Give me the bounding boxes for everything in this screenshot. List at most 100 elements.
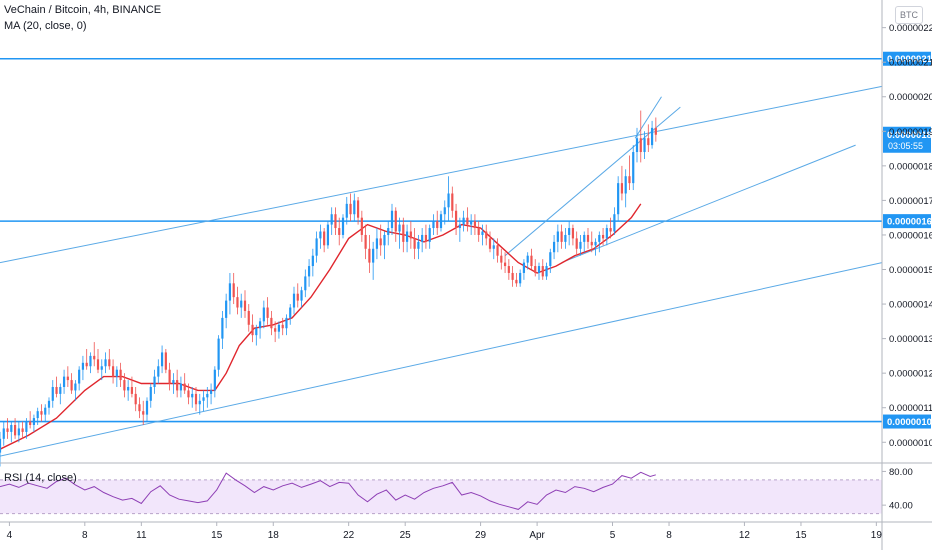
candle-body [443,207,446,215]
time-tick-label[interactable]: 19 [871,530,883,541]
candle [405,224,409,253]
candle-body [556,231,559,242]
candle [598,231,601,253]
time-tick-label[interactable]: 12 [739,530,751,541]
level-price-label[interactable]: 0.00000106 [887,417,932,428]
trend-line[interactable] [0,262,883,457]
trend-line[interactable] [504,106,681,257]
candle-body [10,424,13,432]
price-tick-label[interactable]: 0.00000220 [889,23,932,34]
ma-legend[interactable]: MA (20, close, 0) [4,20,87,32]
candle-body [21,428,24,432]
rsi-tick-label[interactable]: 40.00 [889,501,913,512]
candle-body [93,355,96,360]
time-tick-label[interactable]: 8 [666,530,672,541]
level-price-label[interactable]: 0.00000211 [887,54,932,65]
candle [85,348,88,370]
horizontal-levels[interactable]: 0.00000211 0.00000164 0.00000106 0.00000189… [0,51,932,429]
time-tick-label[interactable]: 25 [400,530,412,541]
candle [571,224,575,246]
time-tick-label[interactable]: 5 [610,530,616,541]
rsi-legend[interactable]: RSI (14, close) [4,472,77,484]
time-tick-label[interactable]: 15 [211,530,223,541]
candle-body [541,266,544,277]
time-tick-label[interactable]: 18 [268,530,280,541]
candle-body [81,362,85,370]
trend-lines[interactable] [0,85,883,457]
candle-body [130,386,134,394]
candle [66,366,69,387]
candle-body [575,238,578,249]
level-price-tag[interactable] [883,51,931,66]
candle-body [492,245,495,249]
time-tick-label[interactable]: 11 [136,530,147,541]
candle [6,418,9,439]
candle [289,304,292,325]
candle [191,386,194,408]
trend-line[interactable] [634,96,662,139]
time-axis-labels[interactable]: 4 8 11 15 18 22 25 29 Apr 5 8 12 15 19 [7,530,883,541]
candle [488,231,492,253]
symbol-title[interactable]: VeChain / Bitcoin, 4h, BINANCE [4,4,162,16]
candle [579,234,582,256]
time-tick-label[interactable]: 4 [7,530,13,541]
candle [255,324,258,346]
candle [447,176,450,222]
candle-body [345,203,348,218]
candle [409,221,412,249]
candle [635,127,639,163]
time-tick-label[interactable]: 22 [343,530,355,541]
candle [194,386,198,412]
candle-body [372,248,375,263]
candle [390,203,394,235]
time-tick-label[interactable]: Apr [529,530,545,541]
trend-line[interactable] [0,85,883,264]
level-price-tag[interactable] [883,214,931,229]
last-price-tag[interactable] [883,126,931,153]
trend-line[interactable] [561,144,856,264]
candle [206,386,209,408]
bar-countdown-label[interactable]: 03:05:55 [888,141,923,151]
level-price-tag[interactable] [883,414,931,429]
candle-body [240,300,243,308]
currency-badge[interactable]: BTC [895,6,923,24]
candle-body [315,238,318,256]
candle [179,376,183,398]
candle [568,221,571,246]
candle-body [258,321,262,329]
candle [44,404,47,422]
candle [632,145,635,191]
level-price-label[interactable]: 0.00000164 [887,217,932,228]
candle [458,217,461,242]
time-tick-label[interactable]: 15 [795,530,807,541]
candle [198,393,201,415]
rsi-polyline [0,471,656,510]
candle [51,380,54,408]
candle [247,304,250,332]
candle-body [390,210,394,229]
candle [130,376,134,398]
last-price-label[interactable]: 0.00000189 [887,130,932,141]
time-tick-label[interactable]: 8 [82,530,88,541]
candle [481,224,484,246]
candle-body [413,238,416,249]
rsi-tick-label[interactable]: 80.00 [889,467,913,478]
time-tick-label[interactable]: 29 [475,530,487,541]
candle-body [326,224,330,246]
candle [368,234,371,273]
